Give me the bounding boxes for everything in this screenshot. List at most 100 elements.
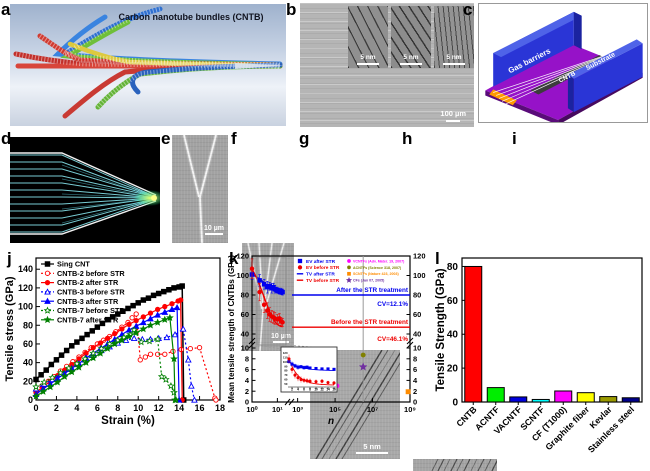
svg-text:CNTB-2 after STR: CNTB-2 after STR <box>57 278 119 287</box>
svg-text:2: 2 <box>245 387 249 396</box>
svg-text:10¹: 10¹ <box>272 405 283 414</box>
svg-text:4: 4 <box>297 388 299 392</box>
svg-text:8: 8 <box>245 354 249 363</box>
svg-text:10⁰: 10⁰ <box>246 405 258 414</box>
svg-text:10⁹: 10⁹ <box>404 405 416 414</box>
svg-text:14: 14 <box>174 403 184 413</box>
svg-text:CNTB-7 before STR: CNTB-7 before STR <box>57 306 125 315</box>
tem-bundle-art <box>431 459 497 471</box>
svg-text:80: 80 <box>447 262 459 273</box>
svg-text:Tensile stress (GPa): Tensile stress (GPa) <box>4 276 16 381</box>
bar-cntb: CNTB <box>454 265 483 429</box>
svg-text:2: 2 <box>413 387 417 396</box>
svg-text:6: 6 <box>245 365 249 374</box>
svg-text:20: 20 <box>447 364 459 375</box>
svg-text:8: 8 <box>413 354 417 363</box>
svg-text:120: 120 <box>18 283 33 293</box>
svg-text:4: 4 <box>413 376 418 385</box>
panel-g-tem-image: 5 nm <box>310 350 400 459</box>
svg-text:12: 12 <box>154 403 164 413</box>
svg-text:SCNTFs (Nature 423, 2003): SCNTFs (Nature 423, 2003) <box>353 272 400 276</box>
svg-text:ACNTF: ACNTF <box>473 404 502 433</box>
svg-text:100: 100 <box>413 271 426 280</box>
schematic-art: Gas barriers CNTB Substrate <box>485 11 643 122</box>
panel-letter-d: d <box>1 129 12 148</box>
svg-text:CNTB-3 after STR: CNTB-3 after STR <box>57 297 119 306</box>
scale-bar: 100 µm <box>440 110 466 122</box>
svg-text:16: 16 <box>195 403 205 413</box>
svg-text:CFs (Jan 07, 2005): CFs (Jan 07, 2005) <box>353 279 385 283</box>
scale-bar: 5 nm <box>434 54 474 65</box>
svg-text:40: 40 <box>413 330 421 339</box>
svg-text:60: 60 <box>413 310 421 319</box>
panel-f-sem-image: 10 µm <box>242 243 294 351</box>
svg-text:80: 80 <box>413 291 421 300</box>
panel-h-tem-image: 10 nm <box>413 459 497 471</box>
svg-text:Before the STR treatment: Before the STR treatment <box>331 319 409 326</box>
panel-b-inset-3: 5 nm <box>434 6 474 68</box>
panel-b-inset-1: 5 nm <box>348 6 388 68</box>
svg-text:50: 50 <box>284 382 288 386</box>
bar-graphite-fiber: Graphite fiber <box>543 392 595 452</box>
panel-letter-c: c <box>463 0 473 19</box>
svg-text:CNTB-3 before STR: CNTB-3 before STR <box>57 288 125 297</box>
svg-text:After the STR treatment: After the STR treatment <box>336 287 409 294</box>
svg-text:8: 8 <box>115 403 120 413</box>
svg-text:0: 0 <box>452 398 458 409</box>
svg-text:CV=12.1%: CV=12.1% <box>377 301 408 308</box>
svg-text:Sing CNT: Sing CNT <box>57 260 90 269</box>
svg-text:6: 6 <box>303 388 305 392</box>
series-cntb-2-before-str <box>33 311 219 403</box>
bar-scntf: SCNTF <box>518 398 550 432</box>
panel-letter-h: h <box>402 129 413 148</box>
svg-text:6: 6 <box>95 403 100 413</box>
svg-text:120: 120 <box>413 252 426 261</box>
panel-letter-b: b <box>286 0 297 19</box>
svg-text:EV after STR: EV after STR <box>306 259 336 265</box>
svg-text:60: 60 <box>23 339 33 349</box>
svg-text:2: 2 <box>291 388 293 392</box>
svg-text:Mean tensile strength of CNTBs: Mean tensile strength of CNTBs (GPa) <box>227 255 236 403</box>
svg-text:60: 60 <box>447 296 459 307</box>
panel-letter-a: a <box>1 0 11 19</box>
panel-letter-l: l <box>435 249 440 268</box>
svg-text:10: 10 <box>133 403 143 413</box>
svg-text:CNTB-2 before STR: CNTB-2 before STR <box>57 269 125 278</box>
bar-cf-t1000-: CF (T1000) <box>530 390 573 443</box>
svg-text:20: 20 <box>23 376 33 386</box>
series-sing-cnt <box>33 283 187 403</box>
panel-letter-i: i <box>512 129 517 148</box>
svg-text:60: 60 <box>284 377 288 381</box>
panel-letter-g: g <box>299 129 310 148</box>
svg-text:40: 40 <box>447 330 459 341</box>
svg-text:CNTB: CNTB <box>454 404 478 428</box>
svg-text:TV before STR: TV before STR <box>306 278 340 284</box>
svg-text:Tensile Strength (GPa): Tensile Strength (GPa) <box>435 268 447 391</box>
svg-text:100: 100 <box>18 302 33 312</box>
panel-a-cnt-bundle-render: Carbon nanotube bundles (CNTB) <box>10 4 286 126</box>
svg-text:TV after STR: TV after STR <box>306 272 335 278</box>
svg-text:0: 0 <box>413 398 417 407</box>
svg-text:110: 110 <box>283 356 288 360</box>
svg-text:0: 0 <box>28 395 33 405</box>
svg-text:VCNTFs (Adv. Mater. 19, 2007): VCNTFs (Adv. Mater. 19, 2007) <box>353 259 405 263</box>
panel-a-title: Carbon nanotube bundles (CNTB) <box>118 12 264 22</box>
cnt-bundle-art <box>13 6 284 119</box>
series-cntb-7-after-str <box>32 313 179 404</box>
panel-letter-e: e <box>161 129 171 148</box>
svg-text:90: 90 <box>284 364 288 368</box>
svg-text:10: 10 <box>413 344 421 353</box>
scale-bar: 10 µm <box>204 225 224 235</box>
svg-text:70: 70 <box>284 373 288 377</box>
svg-text:40: 40 <box>23 358 33 368</box>
svg-text:0: 0 <box>245 398 249 407</box>
panel-c-schematic: Gas barriers CNTB Substrate <box>478 3 648 123</box>
svg-text:Kevlar: Kevlar <box>588 404 614 430</box>
svg-text:10³: 10³ <box>292 405 303 414</box>
scale-bar: 10 µm <box>271 333 291 343</box>
bar-acntf: ACNTF <box>473 387 505 433</box>
scale-bar: 5 nm <box>348 54 388 65</box>
svg-text:80: 80 <box>284 369 288 373</box>
